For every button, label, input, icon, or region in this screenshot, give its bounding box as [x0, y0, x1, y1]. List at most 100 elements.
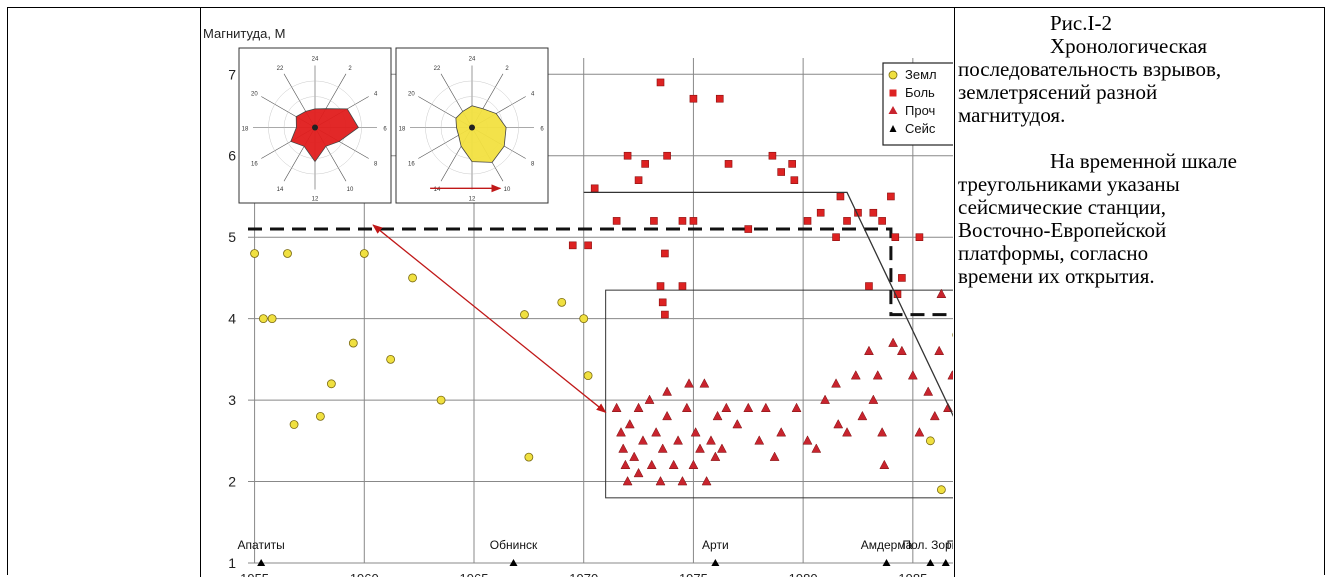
rose-center — [312, 125, 318, 131]
legend-label: Боль — [905, 85, 935, 100]
x-tick-label: 1965 — [460, 571, 489, 577]
point-large-explosion — [898, 274, 905, 281]
point-earthquake — [937, 486, 945, 494]
station-label: Пол. Зори — [902, 538, 953, 552]
figure-label: Рис.I-2 — [958, 12, 1323, 35]
point-other — [663, 411, 672, 420]
point-other — [678, 477, 687, 486]
point-large-explosion — [833, 234, 840, 241]
legend-label: Земл — [905, 67, 937, 82]
point-earthquake — [584, 372, 592, 380]
point-other — [689, 460, 698, 469]
y-tick-label: 2 — [228, 474, 236, 490]
point-other — [851, 371, 860, 380]
point-large-explosion — [659, 299, 666, 306]
point-other — [713, 411, 722, 420]
rose-label: 18 — [242, 127, 249, 133]
caption-para2-line: треугольниками указаны — [958, 173, 1323, 196]
point-large-explosion — [769, 152, 776, 159]
point-large-explosion — [817, 209, 824, 216]
point-earthquake — [268, 315, 276, 323]
rose-label: 16 — [251, 162, 258, 168]
point-earthquake — [259, 315, 267, 323]
point-large-explosion — [613, 217, 620, 224]
rose-center — [469, 125, 475, 131]
point-other — [834, 420, 843, 429]
point-other — [908, 371, 917, 380]
point-large-explosion — [642, 160, 649, 167]
legend: Земл Боль Проч Сейс — [883, 63, 953, 145]
caption-para2-line: Восточно-Европейской — [958, 219, 1323, 242]
point-other — [843, 428, 852, 437]
point-other — [612, 403, 621, 412]
y-tick-label: 3 — [228, 392, 236, 408]
rose-label: 14 — [277, 187, 284, 193]
point-other — [878, 428, 887, 437]
point-earthquake — [349, 339, 357, 347]
point-other — [630, 452, 639, 461]
point-other — [869, 395, 878, 404]
rose-label: 16 — [408, 162, 415, 168]
point-other — [873, 371, 882, 380]
x-tick-label: 1970 — [569, 571, 598, 577]
point-large-explosion — [661, 311, 668, 318]
point-large-explosion — [690, 217, 697, 224]
rose-label: 18 — [399, 127, 406, 133]
x-tick-label: 1985 — [898, 571, 927, 577]
rose-label: 12 — [469, 197, 476, 203]
point-large-explosion — [837, 193, 844, 200]
point-other — [656, 477, 665, 486]
caption: Рис.I-2 Хронологическая последовательнос… — [958, 12, 1323, 288]
point-earthquake — [251, 249, 259, 257]
caption-para1-line: последовательность взрывов, — [958, 58, 1323, 81]
point-other — [948, 371, 953, 380]
x-tick-label: 1960 — [350, 571, 379, 577]
point-large-explosion — [725, 160, 732, 167]
point-other — [663, 387, 672, 396]
point-other — [700, 379, 709, 388]
point-large-explosion — [887, 193, 894, 200]
chart-svg: 2424681012141618202224246810121416182022… — [201, 8, 953, 577]
point-other — [621, 460, 630, 469]
point-large-explosion — [804, 217, 811, 224]
x-tick-label: 1955 — [240, 571, 269, 577]
point-earthquake — [580, 315, 588, 323]
rose-label: 22 — [277, 66, 284, 72]
point-large-explosion — [624, 152, 631, 159]
point-large-explosion — [791, 177, 798, 184]
caption-para1-line: магнитудоя. — [958, 104, 1323, 127]
point-other — [634, 468, 643, 477]
rose-label: 10 — [504, 187, 511, 193]
point-other — [625, 420, 634, 429]
point-earthquake — [437, 396, 445, 404]
legend-label: Сейс — [905, 121, 936, 136]
point-earthquake — [290, 421, 298, 429]
y-tick-label: 6 — [228, 148, 236, 164]
point-other — [658, 444, 667, 453]
point-earthquake — [360, 249, 368, 257]
point-large-explosion — [661, 250, 668, 257]
point-earthquake — [316, 412, 324, 420]
point-other — [674, 436, 683, 445]
point-other — [645, 395, 654, 404]
station-label: Пол. Кр — [947, 538, 953, 552]
point-other — [717, 444, 726, 453]
point-other — [812, 444, 821, 453]
caption-para2-line: времени их открытия. — [958, 265, 1323, 288]
point-other — [634, 403, 643, 412]
rose-label: 20 — [408, 92, 415, 98]
point-other — [915, 428, 924, 437]
point-earthquake — [283, 249, 291, 257]
point-large-explosion — [664, 152, 671, 159]
point-earthquake — [926, 437, 934, 445]
point-earthquake — [387, 355, 395, 363]
rose-label: 24 — [469, 57, 476, 63]
point-other — [744, 403, 753, 412]
rose-label: 12 — [312, 197, 319, 203]
point-large-explosion — [569, 242, 576, 249]
point-other — [792, 403, 801, 412]
point-large-explosion — [916, 234, 923, 241]
region-boxes — [248, 229, 953, 563]
point-large-explosion — [778, 169, 785, 176]
point-large-explosion — [679, 283, 686, 290]
